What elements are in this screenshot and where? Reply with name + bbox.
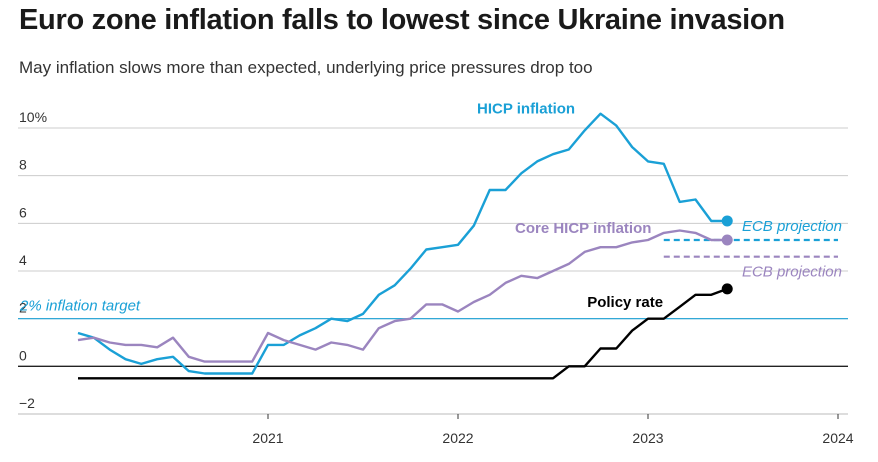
hicp-inflation-label: HICP inflation bbox=[477, 101, 575, 118]
y-tick-label: 4 bbox=[19, 252, 27, 268]
x-tick-label: 2024 bbox=[822, 430, 853, 446]
core-hicp-inflation-line bbox=[77, 229, 728, 363]
hicp-inflation-line bbox=[77, 112, 728, 375]
y-tick-label: 6 bbox=[19, 204, 27, 220]
series-lines bbox=[77, 112, 733, 380]
policy-rate-label: Policy rate bbox=[587, 294, 663, 311]
chart-subtitle: May inflation slows more than expected, … bbox=[19, 58, 593, 77]
y-tick-label: 10% bbox=[19, 109, 47, 125]
x-tick-label: 2023 bbox=[632, 430, 663, 446]
y-tick-label: 0 bbox=[19, 347, 27, 363]
x-tick-label: 2021 bbox=[252, 430, 283, 446]
target-label: 2% inflation target bbox=[19, 298, 141, 315]
policy-rate-endpoint bbox=[721, 283, 733, 295]
core-hicp-inflation-label: Core HICP inflation bbox=[515, 220, 651, 237]
ecb-projections: ECB projection ECB projection bbox=[663, 218, 842, 281]
ecb-projection-label-core: ECB projection bbox=[742, 264, 842, 281]
core-hicp-inflation-endpoint bbox=[721, 234, 733, 246]
hicp-inflation-endpoint bbox=[721, 215, 733, 227]
policy-rate-line bbox=[78, 287, 728, 380]
ecb-projection-label-hicp: ECB projection bbox=[742, 218, 842, 235]
y-tick-label: 2 bbox=[19, 300, 27, 316]
inflation-target: 2% inflation target bbox=[18, 298, 848, 320]
chart-title: Euro zone inflation falls to lowest sinc… bbox=[19, 4, 785, 36]
x-tick-label: 2022 bbox=[442, 430, 473, 446]
y-tick-label: −2 bbox=[19, 395, 35, 411]
y-axis-ticks: 10% 8 6 4 2 0 −2 bbox=[19, 109, 47, 411]
y-tick-label: 8 bbox=[19, 157, 27, 173]
gridlines bbox=[18, 127, 848, 415]
x-axis: 2021 2022 2023 2024 bbox=[18, 413, 854, 446]
